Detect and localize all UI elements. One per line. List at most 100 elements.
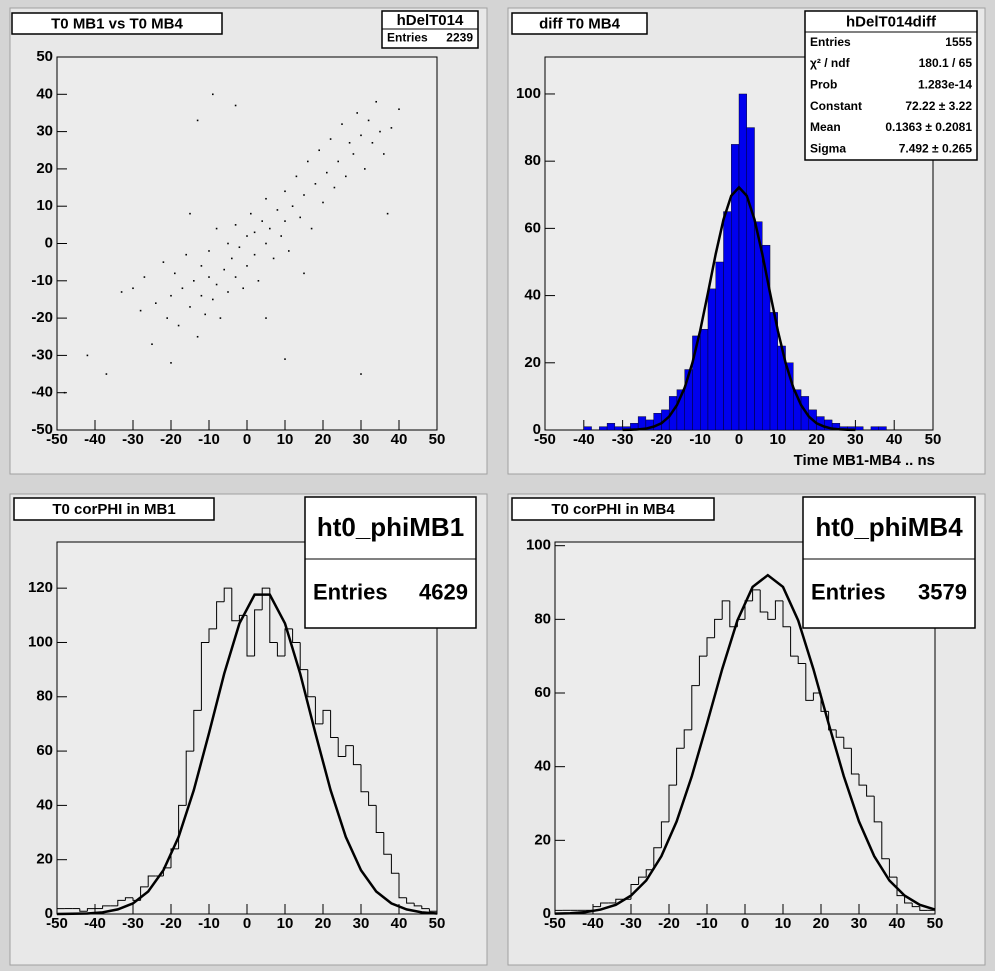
scatter-point	[383, 153, 385, 155]
scatter-point	[170, 294, 172, 297]
histogram-step	[797, 656, 806, 665]
histogram-step	[254, 609, 263, 657]
histogram-step	[352, 745, 361, 766]
x-tick-label: -10	[198, 431, 220, 448]
histogram-step	[223, 587, 232, 602]
histogram-step	[86, 908, 95, 912]
scatter-point	[291, 205, 294, 207]
scatter-point	[303, 194, 305, 196]
x-tick-label: 10	[277, 431, 294, 448]
scatter-point	[196, 119, 199, 122]
histogram-step	[782, 600, 791, 628]
stats-value: 3579	[918, 579, 967, 604]
y-tick-label: 80	[36, 688, 53, 705]
chart-title: T0 MB1 vs T0 MB4	[51, 15, 183, 32]
scatter-point	[189, 212, 191, 215]
histogram-step	[102, 905, 111, 909]
scatter-point	[295, 175, 298, 178]
scatter-point	[105, 373, 108, 375]
scatter-point	[250, 212, 252, 215]
histogram-step	[888, 858, 897, 878]
scatter-point	[288, 250, 290, 252]
histogram-step	[600, 902, 609, 907]
histogram-step	[881, 821, 890, 860]
scatter-point	[284, 190, 286, 193]
y-tick-label: 20	[524, 354, 541, 371]
scatter-point	[215, 283, 218, 286]
scatter-point	[181, 287, 184, 290]
scatter-point	[219, 317, 222, 319]
x-axis-label: Time MB1-MB4 .. ns	[794, 452, 935, 469]
y-tick-label: 40	[534, 758, 551, 775]
histogram-step	[56, 908, 65, 914]
scatter-point	[360, 134, 362, 137]
scatter-point	[299, 216, 301, 219]
histogram-step	[835, 729, 844, 738]
histogram-step	[117, 899, 126, 906]
histogram-step	[276, 642, 285, 657]
y-tick-label: -40	[31, 384, 53, 401]
x-tick-label: 20	[315, 431, 332, 448]
x-tick-label: -40	[84, 431, 106, 448]
x-tick-label: 50	[429, 431, 446, 448]
y-tick-label: 60	[524, 219, 541, 236]
x-tick-label: -30	[122, 915, 144, 932]
histogram-bar	[700, 328, 709, 431]
histogram-step	[850, 748, 859, 775]
histogram-step	[398, 873, 407, 899]
x-tick-label: 0	[243, 431, 251, 448]
x-tick-label: 50	[429, 915, 446, 932]
stats-value: 2239	[446, 31, 473, 45]
scatter-point	[333, 186, 336, 189]
scatter-point	[265, 197, 267, 200]
x-tick-label: 0	[741, 915, 749, 932]
x-tick-label: 20	[813, 915, 830, 932]
x-tick-label: -50	[534, 431, 556, 448]
x-tick-label: -50	[46, 915, 68, 932]
stats-label: Entries	[387, 31, 428, 45]
scatter-point	[208, 276, 210, 278]
histogram-step	[413, 903, 422, 907]
stats-label: Entries	[810, 35, 851, 49]
scatter-point	[276, 209, 279, 211]
scatter-point	[246, 235, 248, 237]
histogram-bar	[738, 93, 747, 431]
scatter-point	[318, 149, 320, 152]
histogram-bar	[746, 127, 755, 431]
scatter-point	[185, 253, 187, 256]
x-tick-label: -10	[696, 915, 718, 932]
scatter-point	[193, 280, 195, 282]
chart-title: diff T0 MB4	[539, 15, 620, 32]
scatter-point	[375, 100, 377, 103]
histogram-step	[698, 655, 707, 686]
histogram-bar	[606, 423, 616, 431]
stats-title: ht0_phiMB1	[317, 512, 464, 542]
stats-label: Mean	[810, 120, 841, 134]
y-tick-label: 60	[534, 684, 551, 701]
histogram-step	[615, 898, 624, 903]
histogram-step	[676, 747, 685, 786]
histogram-step	[292, 628, 301, 643]
scatter-point	[196, 335, 199, 338]
y-tick-label: 80	[534, 610, 551, 627]
histogram-step	[390, 854, 399, 874]
scatter-point	[234, 276, 237, 278]
scatter-point	[174, 272, 176, 275]
scatter-point	[204, 313, 206, 316]
histogram-step	[322, 709, 331, 724]
x-tick-label: -10	[689, 431, 711, 448]
histogram-step	[904, 895, 913, 904]
stats-value: 7.492 ± 0.265	[899, 142, 973, 156]
histogram-step	[911, 902, 920, 908]
x-tick-label: 0	[243, 915, 251, 932]
stats-label: χ² / ndf	[810, 56, 851, 70]
stats-box	[802, 496, 976, 629]
histogram-step	[284, 628, 293, 657]
histogram-step	[170, 848, 179, 868]
histogram-step	[307, 669, 316, 698]
histogram-bar	[878, 426, 887, 431]
stats-value: 1555	[945, 35, 972, 49]
scatter-point	[253, 231, 256, 234]
x-tick-label: 10	[277, 915, 294, 932]
